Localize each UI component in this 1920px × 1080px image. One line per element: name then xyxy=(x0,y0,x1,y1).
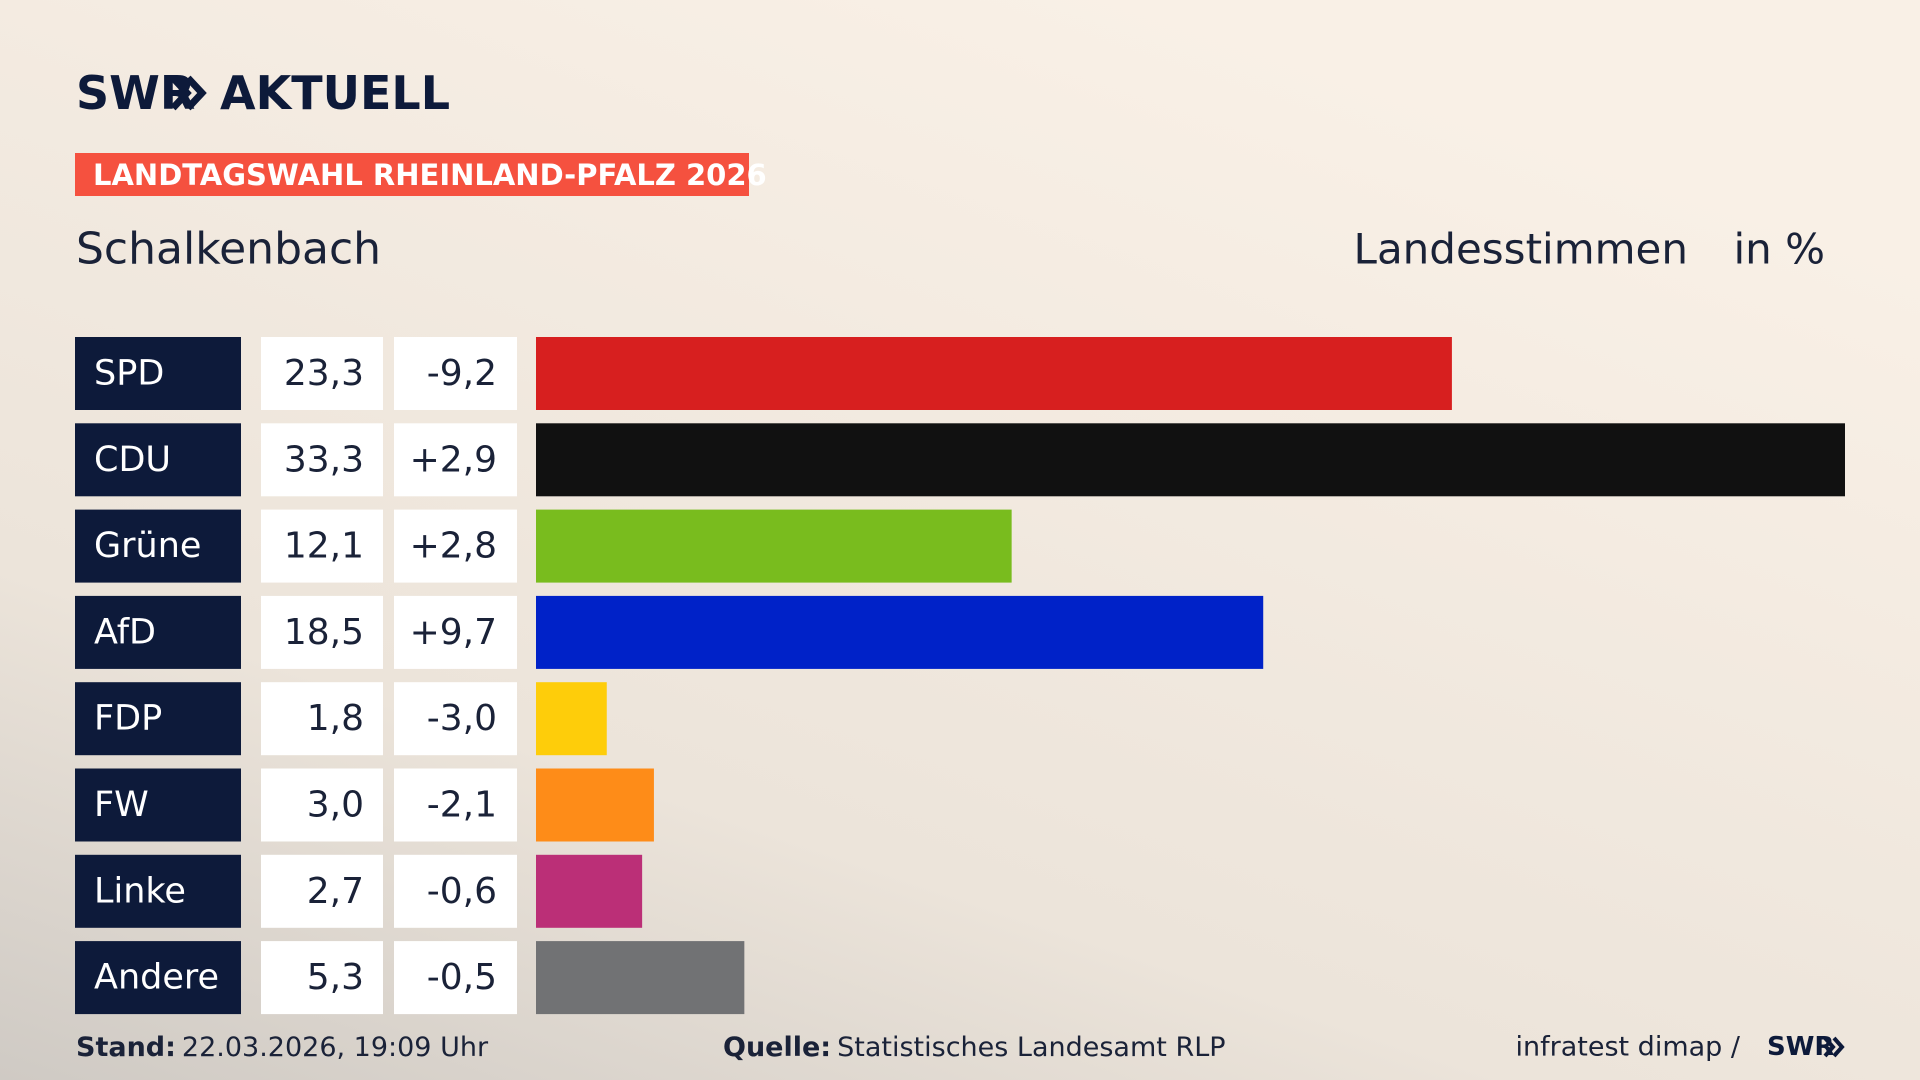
party-box xyxy=(75,509,241,583)
source-label: Quelle: xyxy=(723,1032,831,1063)
change-label: -0,5 xyxy=(427,957,497,998)
value-box xyxy=(261,941,383,1015)
party-label: CDU xyxy=(94,440,171,480)
value-label: 18,5 xyxy=(284,612,364,653)
party-box xyxy=(75,854,241,928)
value-label: 12,1 xyxy=(284,526,364,567)
change-box xyxy=(394,682,517,756)
change-label: +2,9 xyxy=(410,439,497,480)
bar xyxy=(536,595,1264,669)
party-box xyxy=(75,768,241,842)
party-box xyxy=(75,682,241,756)
value-label: 1,8 xyxy=(307,698,364,739)
unit: in % xyxy=(1733,225,1825,274)
badge: LANDTAGSWAHL RHEINLAND-PFALZ 2026 xyxy=(93,158,767,192)
change-label: -3,0 xyxy=(427,698,497,739)
value-box xyxy=(261,337,383,410)
brand-suffix: AKTUELL xyxy=(220,66,450,120)
credit-chevrons xyxy=(1823,1036,1845,1058)
credit: infratest dimap / xyxy=(1515,1032,1740,1063)
value-box xyxy=(261,682,383,756)
change-label: -0,6 xyxy=(427,871,497,912)
bar xyxy=(536,682,607,756)
party-label: FDP xyxy=(94,699,162,739)
value-box xyxy=(261,595,383,669)
party-box xyxy=(75,337,241,410)
party-box xyxy=(75,941,241,1015)
change-box xyxy=(394,509,517,583)
bar xyxy=(536,509,1012,583)
footer-source: Quelle: Statistisches Landesamt RLP xyxy=(723,1032,1226,1063)
brand-chevrons xyxy=(170,75,207,111)
change-label: +2,8 xyxy=(410,526,497,567)
stand: 22.03.2026, 19:09 Uhr xyxy=(182,1032,489,1063)
bar xyxy=(536,941,745,1015)
party-box xyxy=(75,595,241,669)
value-box xyxy=(261,768,383,842)
party-box xyxy=(75,423,241,497)
change-label: -2,1 xyxy=(427,785,497,826)
brand: SWR xyxy=(76,66,195,120)
credit-brand: SWR xyxy=(1767,1032,1834,1062)
party-label: Linke xyxy=(94,871,186,911)
source: Statistisches Landesamt RLP xyxy=(837,1032,1225,1063)
bar xyxy=(536,337,1452,410)
change-box xyxy=(394,941,517,1015)
change-box xyxy=(394,768,517,842)
value-label: 5,3 xyxy=(307,957,364,998)
party-label: Grüne xyxy=(94,526,201,566)
party-label: FW xyxy=(94,785,149,825)
bar xyxy=(536,854,643,928)
value-box xyxy=(261,854,383,928)
stand-label: Stand: xyxy=(76,1032,176,1063)
badge-bg xyxy=(75,153,749,196)
change-box xyxy=(394,423,517,497)
change-label: +9,7 xyxy=(410,612,497,653)
change-box xyxy=(394,595,517,669)
subtitle: Landesstimmen xyxy=(1354,225,1688,274)
value-box xyxy=(261,509,383,583)
party-label: AfD xyxy=(94,612,156,652)
change-label: -9,2 xyxy=(427,353,497,394)
party-label: SPD xyxy=(94,354,164,394)
change-box xyxy=(394,854,517,928)
value-label: 2,7 xyxy=(307,871,364,912)
value-label: 33,3 xyxy=(284,439,364,480)
value-label: 23,3 xyxy=(284,353,364,394)
footer-stand: Stand: 22.03.2026, 19:09 Uhr xyxy=(76,1032,489,1063)
bar xyxy=(536,423,1845,497)
party-label: Andere xyxy=(94,958,219,998)
value-label: 3,0 xyxy=(307,785,364,826)
value-box xyxy=(261,423,383,497)
title: Schalkenbach xyxy=(76,224,381,275)
bar xyxy=(536,768,654,842)
change-box xyxy=(394,337,517,410)
